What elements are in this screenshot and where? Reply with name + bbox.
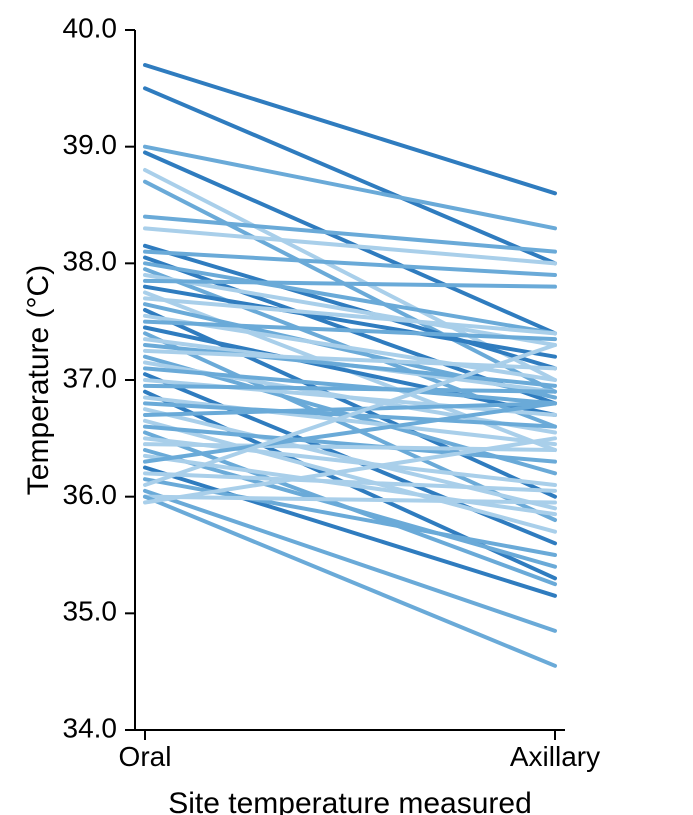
x-category-label: Axillary bbox=[510, 741, 600, 772]
y-tick-label: 38.0 bbox=[63, 246, 118, 277]
y-tick-label: 37.0 bbox=[63, 362, 118, 393]
temperature-slopegraph: 34.0 35.0 36.0 37.0 38.0 39.0 40.0 Temperature … bbox=[0, 0, 693, 815]
y-tick-label: 34.0 bbox=[63, 712, 118, 743]
series-line bbox=[145, 497, 555, 503]
series-line bbox=[145, 497, 555, 666]
series-line bbox=[145, 147, 555, 229]
y-tick-label: 40.0 bbox=[63, 12, 118, 43]
chart-canvas: 34.0 35.0 36.0 37.0 38.0 39.0 40.0 Temperature … bbox=[0, 0, 693, 815]
y-tick-label: 35.0 bbox=[63, 596, 118, 627]
x-category-label: Oral bbox=[119, 741, 172, 772]
x-axis-title: Site temperature measured bbox=[168, 787, 532, 815]
y-tick-label: 39.0 bbox=[63, 129, 118, 160]
y-axis-title: Temperature (°C) bbox=[22, 265, 55, 495]
y-tick-label: 36.0 bbox=[63, 479, 118, 510]
